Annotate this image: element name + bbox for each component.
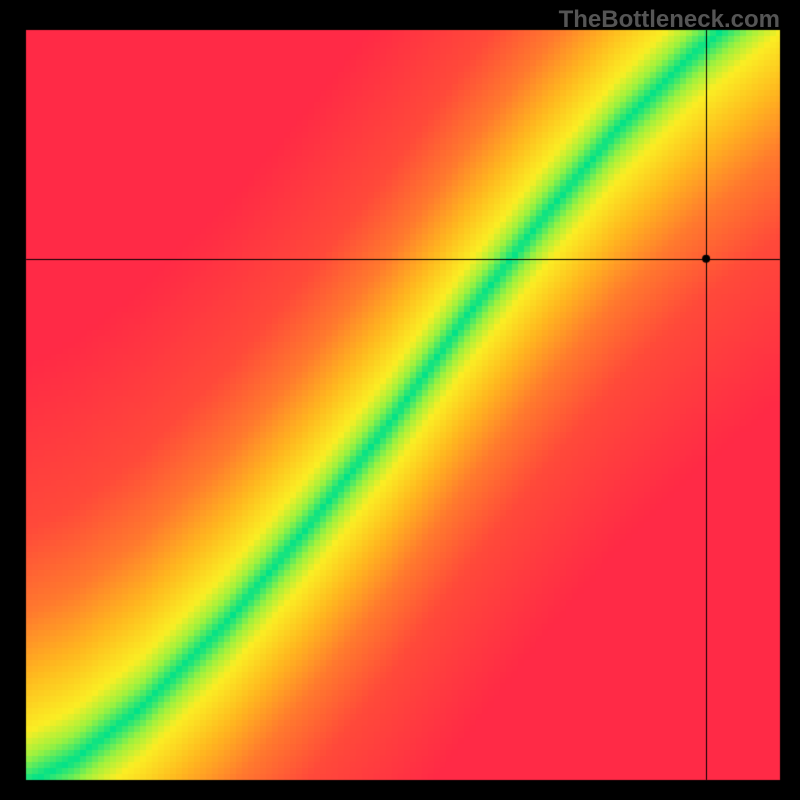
watermark-text: TheBottleneck.com <box>559 6 780 34</box>
crosshair-overlay[interactable] <box>0 0 800 800</box>
chart-container: TheBottleneck.com <box>0 0 800 800</box>
